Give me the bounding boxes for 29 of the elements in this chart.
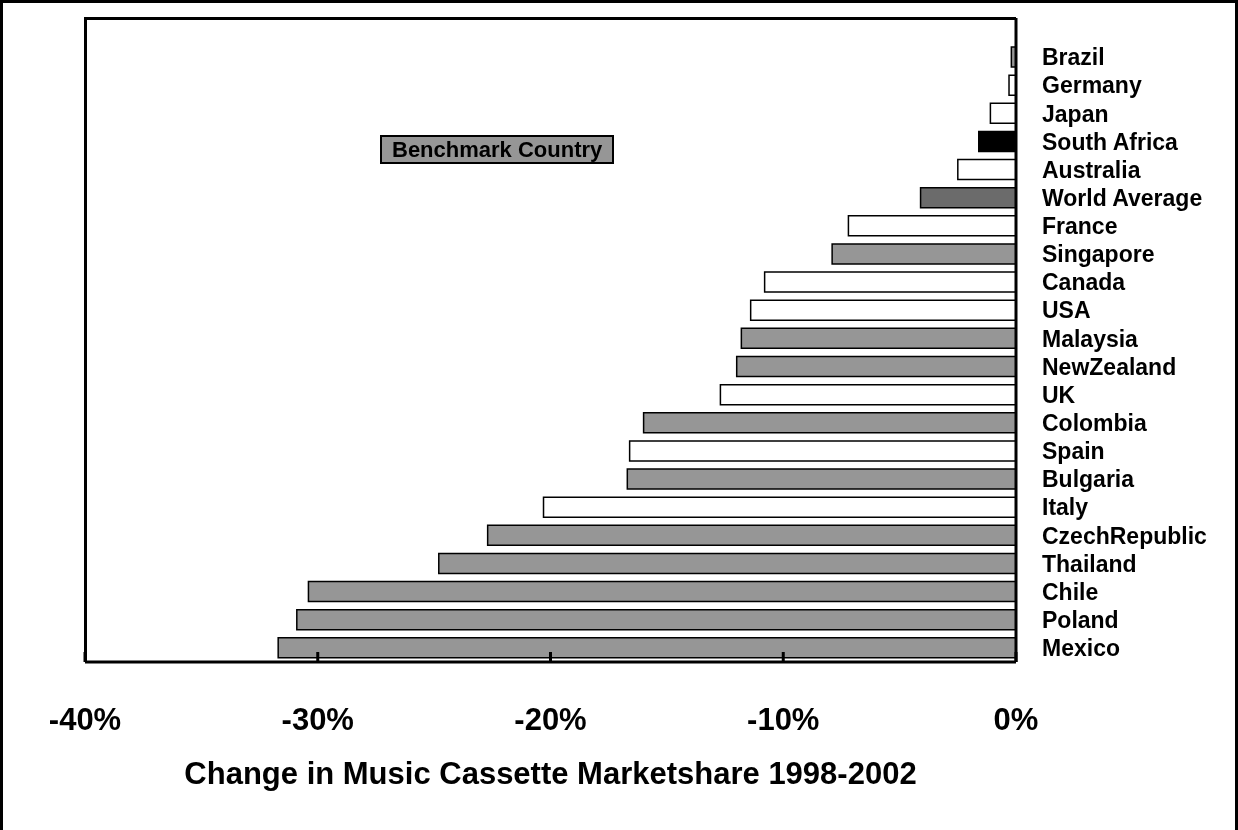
y-tick-label: France [1042, 213, 1118, 240]
y-tick-label: Bulgaria [1042, 466, 1135, 493]
y-tick-label: Australia [1042, 156, 1141, 183]
y-tick-label: World Average [1042, 184, 1203, 211]
y-tick-label: Germany [1042, 72, 1142, 99]
x-tick-label: -40% [48, 702, 122, 737]
y-tick-label: Malaysia [1042, 325, 1139, 352]
y-tick-label: Brazil [1042, 44, 1105, 71]
y-tick-label: CzechRepublic [1042, 522, 1208, 549]
y-tick-label: UK [1042, 381, 1076, 408]
y-tick-label: South Africa [1042, 128, 1179, 155]
y-tick-label: Chile [1042, 578, 1099, 605]
y-tick-label: Japan [1042, 100, 1109, 127]
y-tick-label: Spain [1042, 438, 1105, 465]
y-tick-label: Italy [1042, 494, 1089, 521]
y-tick-label: USA [1042, 297, 1091, 324]
x-tick-label: -20% [514, 702, 587, 737]
y-tick-label: Colombia [1042, 410, 1147, 437]
y-tick-label: NewZealand [1042, 353, 1177, 380]
y-tick-label: Poland [1042, 606, 1119, 633]
x-axis-title: Change in Music Cassette Marketshare 1998-2002 [184, 756, 917, 791]
y-tick-label: Canada [1042, 269, 1126, 296]
text: Benchmark Country [380, 135, 615, 164]
y-tick-label: Mexico [1042, 635, 1120, 662]
x-tick-label: -30% [281, 702, 354, 737]
x-tick-label: 0% [993, 702, 1039, 737]
y-tick-label: Singapore [1042, 241, 1155, 268]
x-tick-label: -10% [747, 702, 820, 737]
y-tick-label: Thailand [1042, 550, 1137, 577]
